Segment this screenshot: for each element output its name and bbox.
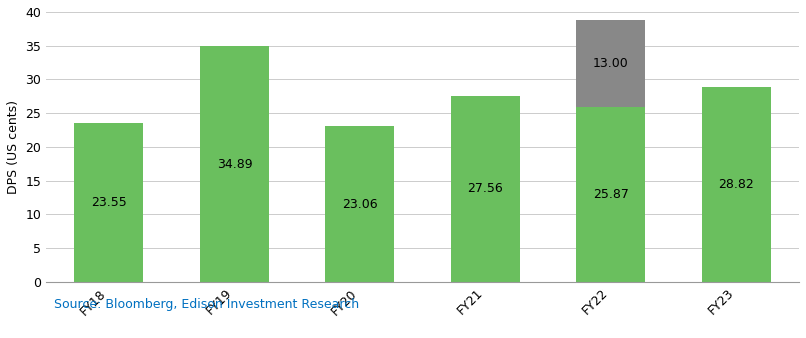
Bar: [74, 123, 143, 282]
Bar: [451, 96, 520, 282]
Text: 25.87: 25.87: [593, 188, 629, 201]
Text: 13.00: 13.00: [593, 57, 629, 70]
Text: 27.56: 27.56: [467, 183, 503, 195]
Y-axis label: DPS (US cents): DPS (US cents): [7, 100, 20, 194]
Text: Source: Bloomberg, Edison Investment Research: Source: Bloomberg, Edison Investment Res…: [54, 297, 359, 311]
Bar: [576, 20, 646, 107]
Bar: [200, 46, 269, 282]
Text: 23.06: 23.06: [342, 198, 378, 211]
Bar: [576, 107, 646, 282]
Bar: [702, 88, 771, 282]
Text: 23.55: 23.55: [91, 196, 127, 209]
Text: 34.89: 34.89: [217, 158, 252, 171]
Text: 28.82: 28.82: [718, 178, 754, 191]
Bar: [326, 126, 394, 282]
